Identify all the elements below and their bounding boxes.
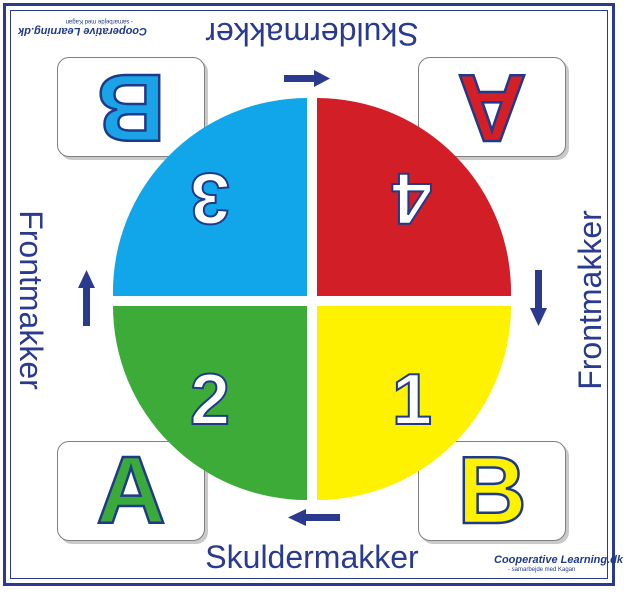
arrow-up-icon bbox=[78, 270, 95, 326]
quadrant-bottom-left bbox=[113, 306, 307, 500]
logo-tagline-bottom: - samarbejde med Kagan bbox=[508, 567, 576, 573]
logo-bottom: Cooperative Learning.dk - samarbejde med… bbox=[494, 554, 623, 574]
card-letter-bottom-right: B bbox=[456, 437, 528, 544]
shoulder-partner-label-bottom: Skuldermakker bbox=[205, 539, 419, 575]
card-top-right: A bbox=[418, 53, 566, 162]
quadrant-bottom-right bbox=[317, 306, 511, 500]
quadrant-number-top-right: 4 bbox=[392, 158, 432, 238]
card-letter-bottom-left: A bbox=[95, 437, 167, 544]
arrow-right-icon bbox=[284, 70, 330, 87]
inner-border bbox=[10, 10, 608, 579]
quadrant-number-top-left: 3 bbox=[190, 158, 230, 238]
arrow-down-icon bbox=[530, 270, 547, 326]
card-bottom-right: B bbox=[418, 441, 566, 541]
quadrant-top-right bbox=[317, 98, 512, 296]
quadrant-top-left bbox=[112, 98, 307, 296]
card-bottom-left: A bbox=[57, 441, 205, 541]
quadrant-number-bottom-right: 1 bbox=[392, 360, 432, 440]
logo-title-bottom: Cooperative Learning.dk bbox=[494, 554, 623, 566]
arrow-left-icon bbox=[288, 509, 340, 526]
outer-border bbox=[3, 3, 615, 586]
card-top-left: B bbox=[57, 53, 205, 162]
quadrant-number-bottom-left: 2 bbox=[190, 360, 230, 440]
